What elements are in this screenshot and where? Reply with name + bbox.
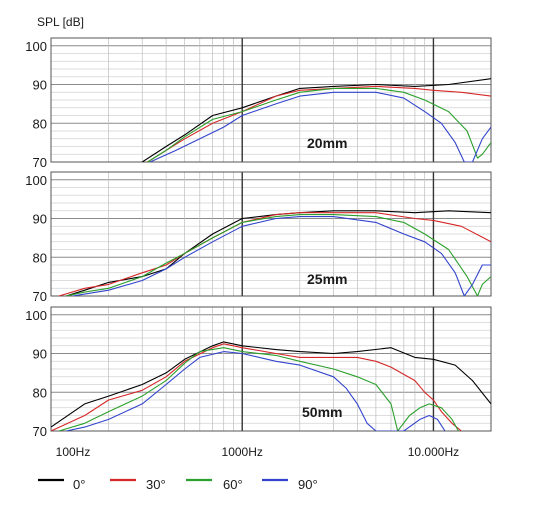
panel-50mm: 70 80 90 100 50mm: [25, 306, 492, 439]
series-line-0°: [51, 341, 491, 428]
series-line-0°: [141, 78, 491, 162]
panel-label: 25mm: [307, 271, 347, 287]
series-line-90°: [149, 91, 491, 162]
series-line-30°: [51, 343, 462, 431]
series-group: [58, 210, 491, 296]
x-tick-label: 1000Hz: [222, 445, 263, 459]
y-tick-label: 70: [33, 155, 47, 170]
series-line-90°: [72, 216, 491, 296]
y-tick-label: 90: [33, 212, 47, 227]
legend-label: 90°: [298, 477, 318, 492]
x-tick-label: 10.000Hz: [408, 445, 459, 459]
y-axis-label: SPL [dB]: [37, 15, 84, 29]
y-tick-label: 80: [33, 250, 47, 265]
y-tick-label: 80: [33, 116, 47, 131]
legend-label: 60°: [223, 477, 243, 492]
y-tick-label: 90: [33, 78, 47, 93]
panel-label: 50mm: [302, 404, 342, 420]
panel-20mm: 70 80 90 100 20mm: [25, 37, 492, 170]
series-line-90°: [65, 351, 446, 431]
y-tick-label: 80: [33, 385, 47, 400]
plot-frame: [50, 306, 492, 432]
legend-label: 0°: [73, 477, 85, 492]
series-line-30°: [147, 85, 491, 162]
plot-frame: [50, 171, 492, 297]
series-line-60°: [58, 347, 459, 431]
series-line-60°: [65, 214, 491, 296]
x-axis-tick-labels: 100Hz 1000Hz 10.000Hz: [56, 445, 459, 459]
legend: 0° 30° 60° 90°: [38, 477, 318, 492]
legend-label: 30°: [146, 477, 166, 492]
panel-25mm: 70 80 90 100 25mm: [25, 171, 492, 304]
x-tick-label: 100Hz: [56, 445, 91, 459]
y-tick-label: 70: [33, 424, 47, 439]
panel-label: 20mm: [307, 135, 347, 151]
y-tick-label: 90: [33, 347, 47, 362]
plot-frame: [50, 37, 492, 163]
series-line-60°: [147, 87, 491, 162]
y-tick-label: 100: [25, 308, 47, 323]
y-tick-label: 100: [25, 39, 47, 54]
y-tick-label: 70: [33, 289, 47, 304]
series-line-30°: [58, 212, 491, 296]
y-tick-label: 100: [25, 173, 47, 188]
series-group: [51, 341, 491, 431]
chart-panels: 70 80 90 100 20mm 70 80 90 100 25mm 70 80 90 100 50mm: [25, 37, 492, 439]
series-group: [141, 78, 491, 162]
